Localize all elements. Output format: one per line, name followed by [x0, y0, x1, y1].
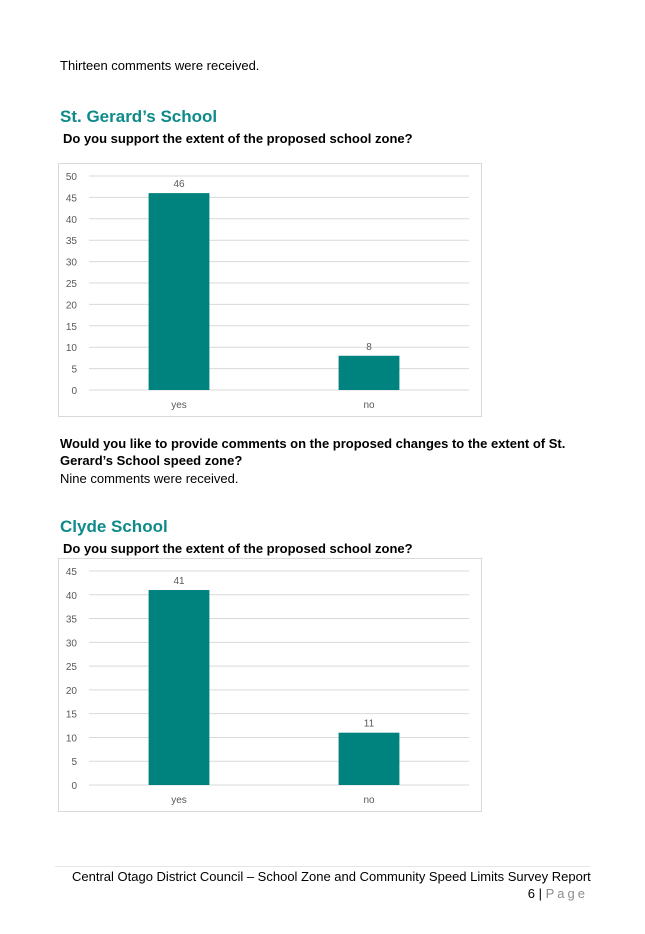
- y-tick-label: 40: [66, 215, 78, 226]
- chart-st-gerards: 0 5 10 15 20 25 30 35 40 45 50 46 yes 8 no: [58, 163, 482, 417]
- question-support-zone-clyde: Do you support the extent of the propose…: [63, 541, 413, 556]
- footer-page-number: 6 | Page: [528, 886, 588, 901]
- data-label-no: 11: [364, 719, 375, 730]
- bar-no: [338, 355, 400, 390]
- intro-text: Thirteen comments were received.: [60, 58, 260, 73]
- footer-divider: [55, 866, 590, 867]
- data-label-no: 8: [366, 342, 372, 353]
- page-word: Page: [545, 886, 588, 901]
- y-tick-label: 10: [66, 343, 78, 354]
- y-tick-label: 5: [71, 757, 77, 768]
- followup-question-st-gerards: Would you like to provide comments on th…: [60, 436, 566, 468]
- data-label-yes: 41: [173, 576, 185, 587]
- y-tick-label: 0: [71, 386, 77, 397]
- y-tick-label: 20: [66, 686, 78, 697]
- bar-yes: [148, 590, 210, 785]
- section-heading-clyde: Clyde School: [60, 517, 168, 536]
- y-tick-label: 15: [66, 322, 78, 333]
- y-tick-label: 45: [66, 193, 78, 204]
- y-tick-label: 35: [66, 236, 78, 247]
- x-tick-label-yes: yes: [171, 795, 187, 806]
- y-tick-label: 10: [66, 733, 78, 744]
- x-tick-label-no: no: [363, 400, 375, 411]
- y-tick-label: 5: [71, 365, 77, 376]
- question-support-zone-st-gerards: Do you support the extent of the propose…: [63, 131, 413, 146]
- y-tick-label: 35: [66, 615, 78, 626]
- y-tick-label: 15: [66, 710, 78, 721]
- y-tick-label: 25: [66, 279, 78, 290]
- bar-chart-st-gerards: 0 5 10 15 20 25 30 35 40 45 50 46 yes 8 no: [66, 172, 469, 411]
- y-tick-label: 50: [66, 172, 78, 183]
- bar-yes: [148, 193, 210, 390]
- y-tick-label: 25: [66, 662, 78, 673]
- y-tick-label: 30: [66, 638, 78, 649]
- bar-chart-clyde: 0 5 10 15 20 25 30 35 40 45 41 yes 11 no: [66, 567, 469, 806]
- chart-clyde: 0 5 10 15 20 25 30 35 40 45 41 yes 11 no: [58, 558, 482, 812]
- page-number: 6: [527, 886, 535, 901]
- data-label-yes: 46: [173, 179, 185, 190]
- followup-answer-st-gerards: Nine comments were received.: [60, 471, 239, 486]
- y-tick-label: 45: [66, 567, 78, 578]
- y-tick-label: 40: [66, 591, 78, 602]
- x-tick-label-yes: yes: [171, 400, 187, 411]
- x-tick-label-no: no: [363, 795, 375, 806]
- y-tick-label: 30: [66, 258, 78, 269]
- y-tick-label: 0: [71, 781, 77, 792]
- bar-no: [338, 732, 400, 785]
- page-separator: |: [538, 886, 542, 901]
- y-tick-label: 20: [66, 300, 78, 311]
- footer-report-title: Central Otago District Council – School …: [72, 869, 591, 884]
- section-heading-st-gerards: St. Gerard’s School: [60, 107, 218, 126]
